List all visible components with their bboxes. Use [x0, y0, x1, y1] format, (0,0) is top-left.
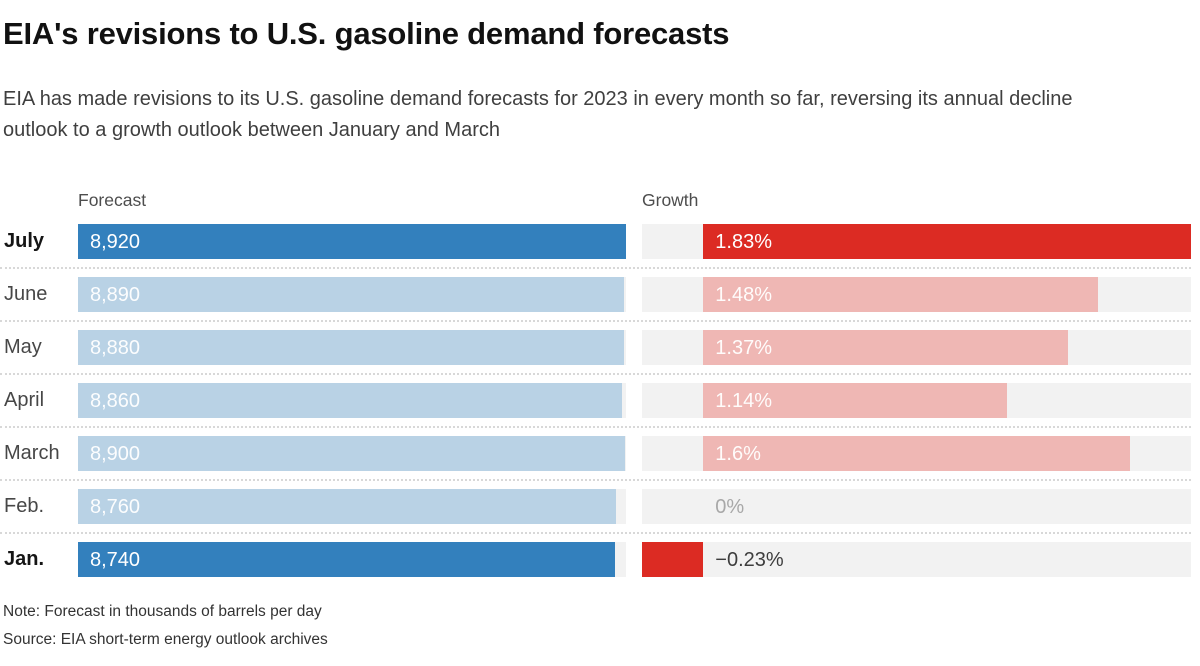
growth-bar-track: 1.14% — [642, 383, 1191, 418]
growth-value-label: 1.37% — [715, 337, 773, 359]
forecast-bar — [78, 489, 617, 524]
forecast-value-label: 8,880 — [90, 337, 141, 359]
forecast-bar-track: 8,860 — [78, 383, 626, 418]
growth-bar — [703, 383, 1008, 418]
chart-row: Feb. 8,760 0% — [0, 489, 1191, 524]
column-header-growth: Growth — [642, 190, 699, 210]
month-label: May — [4, 336, 42, 358]
forecast-bar — [78, 436, 625, 471]
growth-value-label: 1.6% — [715, 443, 761, 465]
forecast-value-label: 8,920 — [90, 231, 141, 253]
growth-bar — [703, 330, 1069, 365]
forecast-bar — [78, 224, 626, 259]
month-label: June — [4, 283, 48, 305]
chart-row: July 8,920 1.83% — [0, 224, 1191, 259]
growth-bar-track: 1.6% — [642, 436, 1191, 471]
growth-bar-track: 1.37% — [642, 330, 1191, 365]
chart-row: Jan. 8,740 −0.23% — [0, 542, 1191, 577]
month-label: July — [4, 230, 45, 252]
forecast-bar-track: 8,740 — [78, 542, 626, 577]
chart-row: March 8,900 1.6% — [0, 436, 1191, 471]
forecast-bar-track: 8,760 — [78, 489, 626, 524]
month-label: March — [4, 442, 60, 464]
growth-value-label: 1.48% — [715, 284, 773, 306]
growth-value-label: 0% — [715, 496, 745, 518]
month-label: Jan. — [4, 548, 45, 570]
forecast-bar-track: 8,890 — [78, 277, 626, 312]
growth-bar — [703, 436, 1130, 471]
month-label: Feb. — [4, 495, 45, 517]
chart-row: May 8,880 1.37% — [0, 330, 1191, 365]
chart-source: Source: EIA short-term energy outlook ar… — [3, 631, 328, 648]
column-header-forecast: Forecast — [78, 190, 147, 210]
row-separator — [0, 426, 1191, 428]
forecast-bar-track: 8,900 — [78, 436, 626, 471]
month-label: April — [4, 389, 45, 411]
forecast-bar — [78, 542, 615, 577]
growth-bar — [703, 224, 1191, 259]
row-separator — [0, 479, 1191, 481]
growth-bar-track: −0.23% — [642, 542, 1191, 577]
forecast-value-label: 8,740 — [90, 549, 141, 571]
chart-row: June 8,890 1.48% — [0, 277, 1191, 312]
chart-rows: July 8,920 1.83% June 8,890 1.48% May 8,880 1.37… — [0, 224, 1191, 577]
row-separator — [0, 267, 1191, 269]
growth-bar-track: 1.48% — [642, 277, 1191, 312]
chart-subtitle: EIA has made revisions to its U.S. gasol… — [3, 88, 1073, 141]
forecast-bar-track: 8,920 — [78, 224, 626, 259]
chart-title: EIA's revisions to U.S. gasoline demand … — [3, 16, 730, 51]
forecast-value-label: 8,900 — [90, 443, 141, 465]
forecast-bar — [78, 330, 624, 365]
chart-row: April 8,860 1.14% — [0, 383, 1191, 418]
chart-note: Note: Forecast in thousands of barrels p… — [3, 603, 322, 620]
row-separator — [0, 320, 1191, 322]
forecast-bar-track: 8,880 — [78, 330, 626, 365]
growth-bar — [703, 277, 1098, 312]
forecast-bar — [78, 383, 623, 418]
growth-value-label: −0.23% — [715, 549, 784, 571]
growth-value-label: 1.83% — [715, 231, 773, 253]
row-separator — [0, 373, 1191, 375]
row-separator — [0, 532, 1191, 534]
forecast-value-label: 8,760 — [90, 496, 141, 518]
forecast-bar — [78, 277, 625, 312]
growth-bar — [642, 542, 704, 577]
forecast-value-label: 8,860 — [90, 390, 141, 412]
growth-bar-track: 1.83% — [642, 224, 1191, 259]
forecast-value-label: 8,890 — [90, 284, 141, 306]
growth-bar-track: 0% — [642, 489, 1191, 524]
growth-value-label: 1.14% — [715, 390, 773, 412]
